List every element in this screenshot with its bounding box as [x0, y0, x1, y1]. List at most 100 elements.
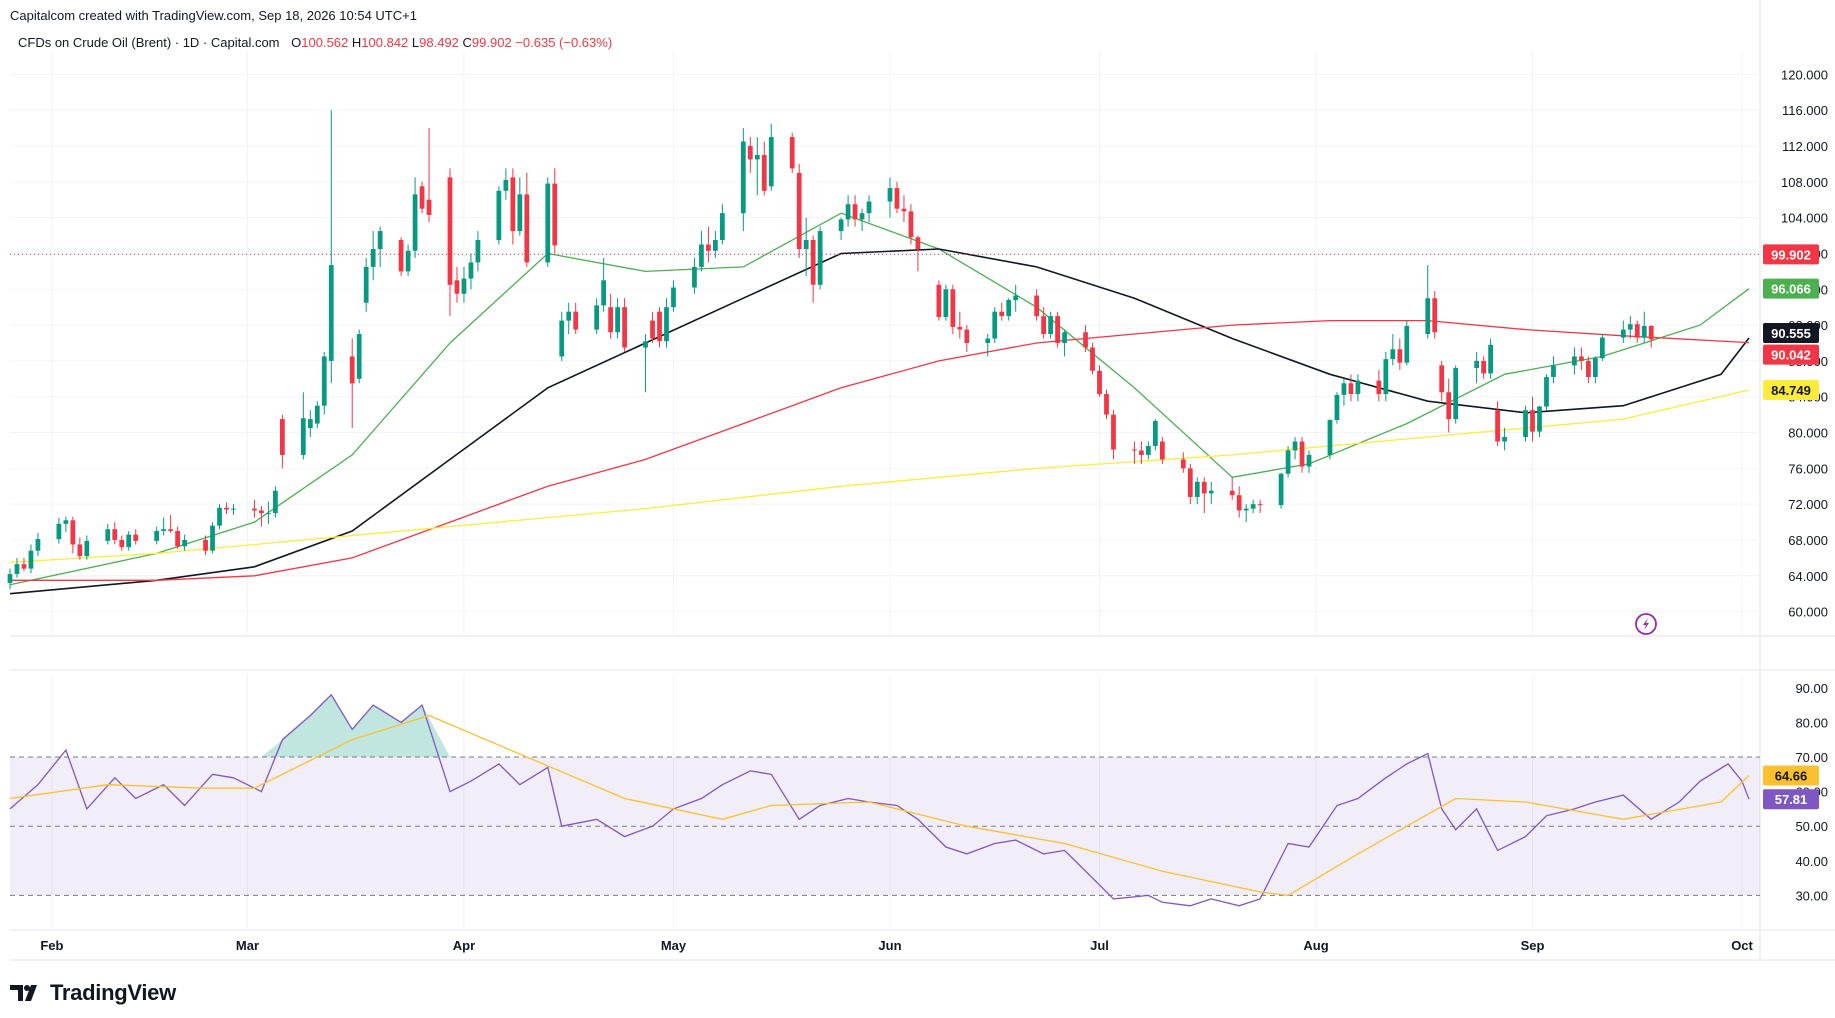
candle [1481, 356, 1486, 379]
candle [1404, 320, 1410, 366]
candle-body [1201, 481, 1207, 494]
candle-body [405, 250, 411, 272]
rsi-ma-badge: 64.66 [1763, 765, 1819, 786]
candle [950, 284, 956, 335]
candle-body [1537, 406, 1542, 432]
candle-body [35, 539, 41, 551]
symbol-title[interactable]: CFDs on Crude Oil (Brent) · 1D · Capital… [18, 35, 280, 50]
candle [1327, 419, 1333, 460]
candle-body [1627, 324, 1633, 330]
ma_yellow-line [9, 389, 1750, 564]
candle [796, 163, 802, 258]
candle [1376, 369, 1382, 402]
candle-body [957, 326, 963, 330]
candle-body [866, 201, 872, 214]
candle [1048, 311, 1053, 339]
candle-body [852, 204, 858, 220]
candle-body [719, 213, 725, 241]
rsi-line [9, 693, 1750, 907]
low-value: 98.492 [419, 35, 459, 50]
candle [273, 486, 278, 518]
candle-body [398, 240, 404, 272]
rsi-badge: 57.81 [1763, 789, 1819, 810]
high-label: H [351, 35, 362, 50]
candle [671, 280, 676, 312]
candle [1592, 356, 1598, 384]
month-tick-label: Jul [1090, 938, 1109, 953]
month-tick-label: Oct [1731, 938, 1753, 953]
candle-body [447, 177, 453, 285]
candle-body [496, 190, 502, 241]
candle-body [1495, 410, 1500, 442]
candle [1523, 405, 1528, 442]
candle-body [1376, 380, 1382, 395]
candle [964, 325, 970, 352]
candle [852, 195, 858, 227]
candle-body [1634, 324, 1640, 338]
candle [594, 298, 600, 335]
lightning-icon[interactable] [1635, 613, 1657, 635]
candle [692, 257, 697, 294]
candle-body [1180, 459, 1186, 469]
time-axis[interactable]: Feb Mar Apr May Jun Jul Aug Sep Oct [40, 938, 1753, 953]
ma-red-badge-bg [1763, 344, 1819, 365]
ma_red-line [10, 319, 1750, 581]
candle [1634, 320, 1640, 343]
candle-body [7, 574, 13, 583]
candle [545, 177, 551, 267]
candle-body [426, 199, 432, 215]
month-tick-label: Apr [453, 938, 475, 953]
candle [503, 168, 509, 200]
candle [1194, 477, 1200, 505]
candle [56, 517, 62, 544]
candle [643, 334, 648, 393]
candle [1488, 338, 1493, 379]
candle-body [112, 529, 118, 540]
candle [1034, 289, 1040, 321]
ma-green-badge-text: 96.066 [1771, 282, 1811, 297]
candle [1495, 401, 1500, 446]
candle [224, 502, 229, 515]
candle [1083, 325, 1088, 352]
candle [259, 505, 264, 527]
candle-body [56, 523, 62, 540]
candle-body [838, 219, 844, 232]
candle-body [601, 280, 607, 306]
ma-red-badge: 90.042 [1763, 344, 1819, 365]
price-badges: 99.902 96.066 90.555 90.042 84.749 64.66 57.81 [1763, 244, 1819, 810]
candle-body [810, 240, 816, 285]
footer-logo[interactable]: TradingView [10, 980, 176, 1006]
candle [1641, 311, 1647, 343]
month-tick-label: Mar [236, 938, 259, 953]
price-tick-label: 112.000 [1782, 139, 1828, 154]
candle-body [1139, 450, 1144, 455]
rsi-tick-label: 40.00 [1795, 854, 1828, 869]
candle [419, 181, 425, 214]
rsi-badge-bg [1763, 789, 1819, 810]
candle-body [1194, 481, 1200, 498]
candle-body [713, 240, 718, 251]
candle-body [105, 529, 111, 541]
candle-body [1502, 437, 1507, 442]
candle-body [1327, 420, 1333, 455]
price-axis[interactable]: 60.00064.00068.00072.00076.00080.00084.0… [1781, 67, 1828, 619]
price-tick-label: 72.000 [1788, 497, 1828, 512]
candle [573, 302, 579, 335]
high-value: 100.842 [361, 35, 409, 50]
candle [1132, 441, 1137, 464]
candle [1334, 392, 1340, 424]
candle [761, 141, 767, 196]
candle-body [754, 154, 760, 160]
candle [1432, 291, 1438, 339]
candle-body [419, 186, 425, 209]
candle-body [1006, 300, 1012, 317]
candle-body [314, 405, 320, 424]
candle [699, 231, 704, 272]
close-value: 99.902 [471, 35, 512, 50]
candle [566, 302, 572, 335]
candle [70, 516, 76, 554]
candle-body [1159, 441, 1165, 460]
candle [1229, 477, 1235, 500]
